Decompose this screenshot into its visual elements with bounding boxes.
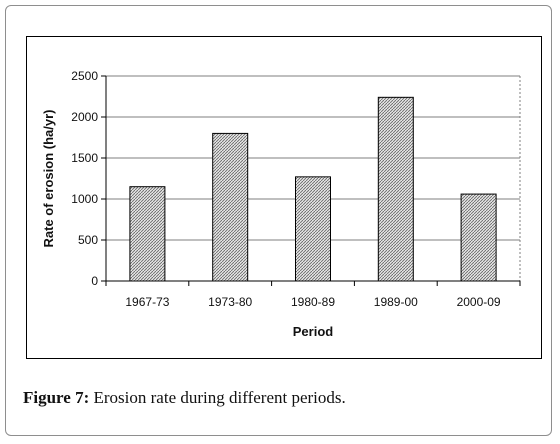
bar — [377, 96, 414, 282]
figure-frame: 0 500 1000 1500 2000 2500 1967-73 1973-80 1980-8… — [5, 5, 552, 436]
y-tick-label: 500 — [78, 233, 98, 247]
y-tick-label: 2000 — [71, 110, 98, 124]
figure-caption: Figure 7: Erosion rate during different … — [23, 388, 346, 408]
x-tick-label: 2000-09 — [457, 295, 501, 309]
bar — [212, 132, 249, 282]
y-axis-title: Rate of erosion (ha/yr) — [41, 110, 56, 248]
caption-text: Erosion rate during different periods. — [89, 388, 346, 407]
x-tick-label: 1967-73 — [125, 295, 169, 309]
chart-panel: 0 500 1000 1500 2000 2500 1967-73 1973-80 1980-8… — [26, 36, 542, 359]
bar — [460, 193, 497, 282]
bar — [129, 186, 166, 282]
bar — [295, 176, 331, 282]
caption-label: Figure 7: — [23, 388, 90, 407]
y-tick-label: 1000 — [71, 192, 98, 206]
x-tick-label: 1989-00 — [374, 295, 418, 309]
y-tick-label: 0 — [91, 274, 98, 288]
bar-chart: 0 500 1000 1500 2000 2500 1967-73 1973-80 1980-8… — [41, 69, 521, 339]
y-tick-label: 2500 — [71, 69, 98, 83]
x-tick-label: 1980-89 — [291, 295, 335, 309]
y-tick-label: 1500 — [71, 151, 98, 165]
x-tick-label: 1973-80 — [208, 295, 252, 309]
x-axis-title: Period — [293, 324, 334, 339]
